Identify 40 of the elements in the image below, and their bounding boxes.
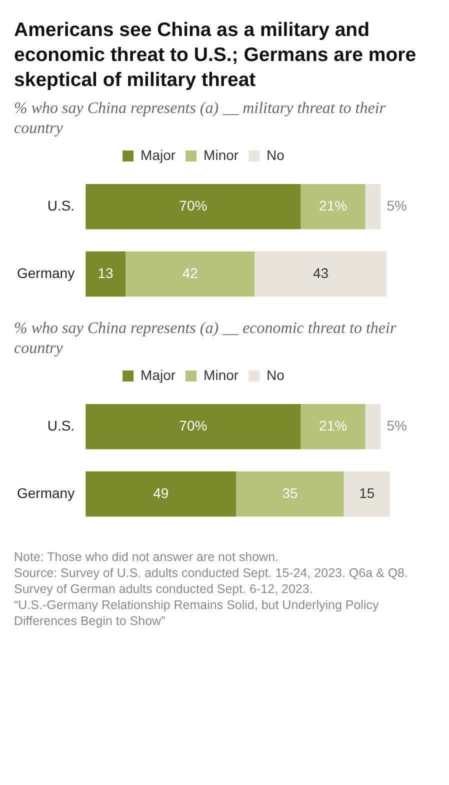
chart-subtitle: % who say China represents (a) __ military threat to their country [14,99,387,139]
data-label: 21% [319,418,348,434]
bar [86,251,126,297]
bar [126,251,255,297]
y-tick-label: U.S. [47,418,75,434]
bar [86,471,236,517]
source-note: Source: Survey of U.S. adults conducted Sept. 15-24, 2023. Q6a & Q8. Survey of German adults conducted Sept. 6-12, 2023. [14,565,409,597]
bar [86,404,301,450]
data-label: 5% [386,198,407,214]
bar [365,184,381,230]
data-label: 49 [153,484,169,501]
data-label: 35 [282,484,298,501]
legend-label: Minor [204,366,239,383]
data-label: 21% [319,198,348,214]
data-label: 70% [179,418,208,434]
data-label: 15 [359,484,375,501]
bar [236,471,344,517]
bar [365,404,381,450]
legend-label: No [266,366,285,383]
data-label: 43 [312,264,329,281]
bar [254,251,387,297]
text: “U.S.-Germany Relationship Remains Solid, but Underlying Policy Differences Begin to Show” [14,597,380,629]
legend-label: Major [140,146,176,163]
bar [86,184,301,230]
bar [300,404,366,450]
legend-label: No [266,146,285,163]
legend-label: Minor [204,146,239,163]
data-label: 42 [182,264,198,281]
data-label: 5% [386,418,407,434]
chart-subtitle: % who say China represents (a) __ economic threat to their country [14,319,398,359]
bar [344,471,390,517]
bar [300,184,366,230]
chart-title: Americans see China as a military and economic threat to U.S.; Germans are more skeptical of military threat [14,18,418,93]
y-tick-label: Germany [16,264,75,281]
data-label: 13 [98,264,114,281]
text: Note: Those who did not answer are not shown. [14,549,280,565]
y-tick-label: U.S. [47,198,75,214]
data-label: 70% [179,198,208,214]
y-tick-label: Germany [16,484,75,501]
legend-label: Major [140,366,176,383]
